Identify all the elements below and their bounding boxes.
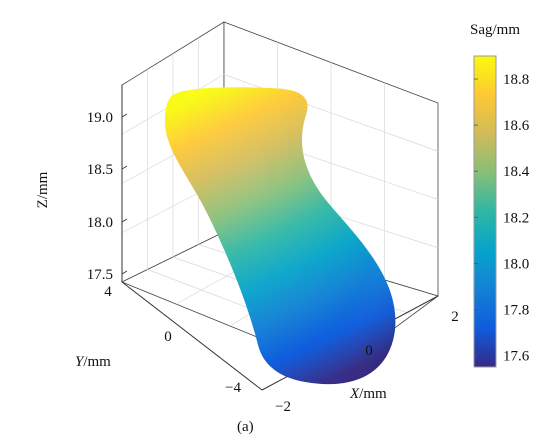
grid-line — [223, 74, 439, 152]
z-tick-labels: 17.5 18.0 18.5 19.0 — [87, 110, 128, 283]
x-tick-labels: −2 0 2 — [275, 309, 459, 415]
y-axis-label: Y/mm — [75, 354, 111, 370]
y-axis-label-var: Y — [75, 354, 85, 370]
x-tick-label: 2 — [451, 309, 459, 325]
x-tick-label: 0 — [365, 343, 373, 359]
z-tick-mark — [121, 113, 128, 118]
z-axis-label: Z/mm — [35, 171, 51, 208]
y-tick-labels: −4 0 4 — [104, 284, 241, 396]
y-axis-line — [121, 281, 263, 391]
y-tick-label: −4 — [225, 380, 241, 396]
z-tick-mark — [121, 165, 128, 170]
panel-label: (a) — [237, 419, 254, 435]
z-tick-mark — [121, 218, 128, 223]
surface-shade-overlay — [165, 87, 396, 385]
z-tick-label: 18.0 — [87, 215, 113, 231]
colorbar-tick-labels: 17.6 17.8 18.0 18.2 18.4 18.6 18.8 — [474, 72, 530, 364]
colorbar-tick-label: 18.6 — [503, 118, 530, 134]
sag-surface — [165, 87, 396, 385]
colorbar-title: Sag/mm — [470, 22, 520, 38]
colorbar-tick-label: 18.4 — [503, 164, 530, 180]
colorbar-tick-label: 18.8 — [503, 72, 529, 88]
z-tick-label: 18.5 — [87, 162, 113, 178]
x-axis-label-unit: /mm — [359, 386, 387, 402]
colorbar-tick-label: 17.6 — [503, 348, 530, 364]
colorbar-tick-label: 18.0 — [503, 256, 529, 272]
z-tick-label: 17.5 — [87, 267, 113, 283]
z-tick-mark — [121, 270, 128, 275]
z-tick-label: 19.0 — [87, 110, 113, 126]
y-tick-label: 0 — [164, 329, 172, 345]
colorbar-tick-label: 17.8 — [503, 302, 529, 318]
x-tick-label: −2 — [275, 399, 291, 415]
colorbar-bar — [473, 55, 497, 368]
y-axis-label-unit: /mm — [83, 354, 111, 370]
colorbar: Sag/mm 17.6 17.8 18.0 18.2 18.4 18.6 18.8 — [470, 22, 530, 368]
x-axis-label: X/mm — [349, 386, 387, 402]
y-tick-label: 4 — [104, 284, 112, 300]
colorbar-tick-label: 18.2 — [503, 210, 529, 226]
x-axis-label-var: X — [349, 386, 360, 402]
